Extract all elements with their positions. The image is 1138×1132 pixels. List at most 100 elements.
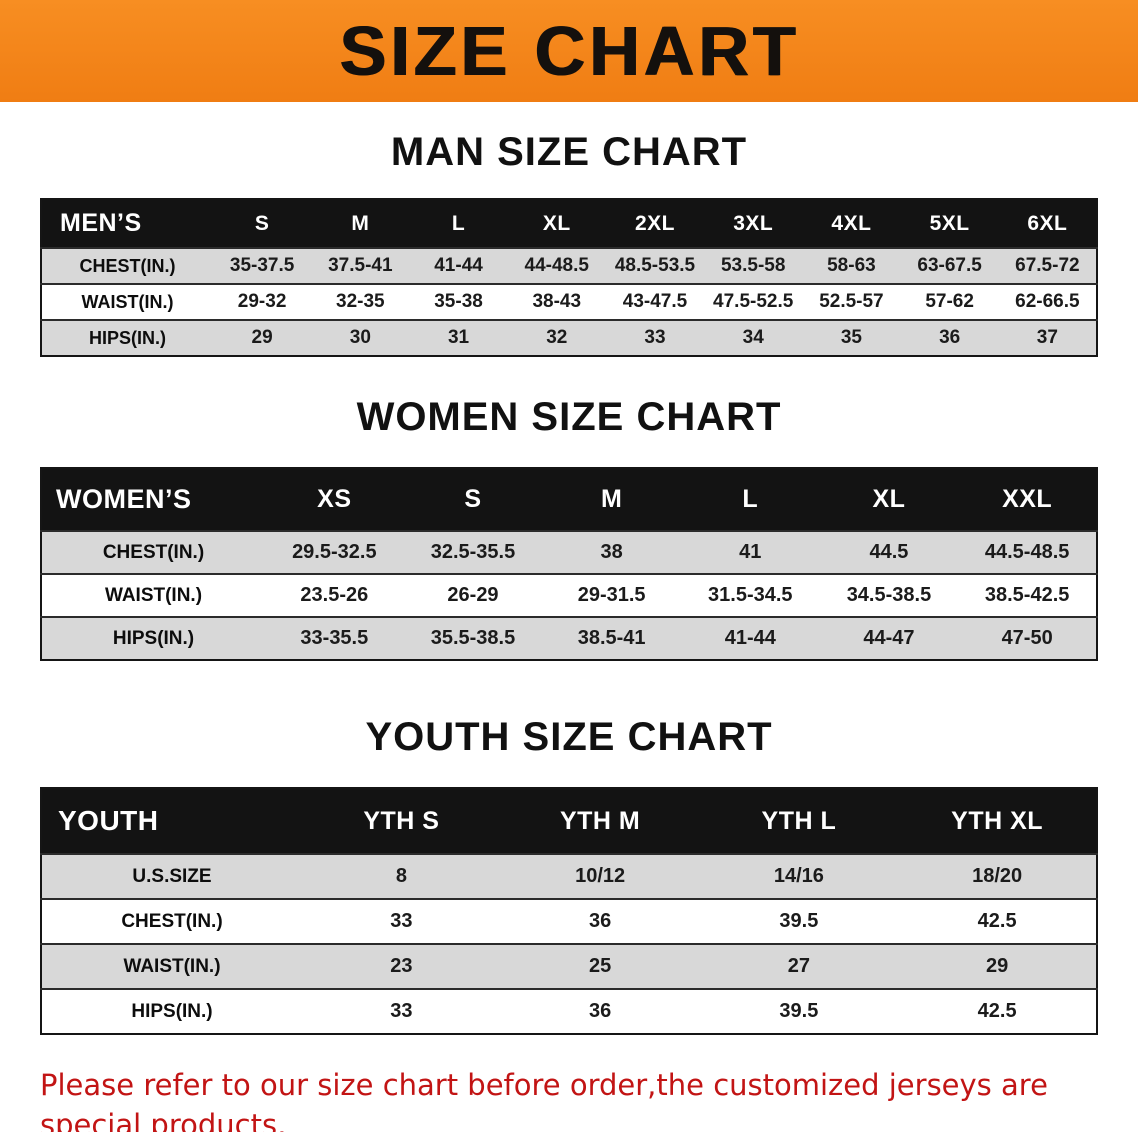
size-value-cell: 41-44 [724,627,776,649]
table-corner-label: WOMEN’S [41,468,265,531]
table-header-row: MEN’S S M L XL 2XL 3XL 4XL 5XL 6XL [41,199,1097,248]
size-column-header: YTH M [500,788,700,854]
size-column-header: YTH L [699,788,899,854]
row-label: CHEST(IN.) [121,910,223,932]
size-value-cell: 8 [395,865,407,887]
size-column-header: YTH XL [898,788,1097,854]
size-value-cell: 38-43 [532,291,582,312]
youth-size-table: YOUTH YTH S YTH M YTH L YTH XL U.S.SIZE 8 10/12… [40,787,1098,1035]
size-table: WOMEN’S XS S M L XL XXL CHEST(IN.) 29.5-32.5 32.5… [40,467,1098,661]
table-corner-label: YOUTH [41,788,302,854]
size-value-cell: 41 [739,541,762,563]
row-label: HIPS(IN.) [88,327,166,348]
table-row: WAIST(IN.) 23 25 27 29 [41,944,1097,989]
size-column-header: YTH S [302,788,501,854]
size-value-cell: 63-67.5 [917,255,982,276]
table-row: WAIST(IN.) 29-32 32-35 35-38 38-43 43-47.5 47.… [41,284,1097,320]
size-column-header: L [680,468,820,531]
size-value-cell: 37 [1036,327,1058,348]
size-table: MEN’S S M L XL 2XL 3XL 4XL 5XL 6XL CHEST(IN.) 35-37… [40,198,1098,357]
size-value-cell: 33 [644,327,666,348]
size-value-cell: 57-62 [925,291,974,312]
size-value-cell: 44-48.5 [524,255,589,276]
size-column-header: XL [819,468,959,531]
size-column-header: XXL [958,468,1097,531]
size-value-cell: 33-35.5 [300,627,369,649]
size-table: YOUTH YTH S YTH M YTH L YTH XL U.S.SIZE 8 10/12… [40,787,1098,1035]
size-value-cell: 38.5-41 [577,627,646,649]
size-column-header: M [542,468,681,531]
size-column-header: 6XL [998,199,1097,248]
table-row: WAIST(IN.) 23.5-26 26-29 29-31.5 31.5-34.5 34… [41,574,1097,617]
disclaimer-line-1: Please refer to our size chart before or… [40,1068,1048,1132]
size-column-header: S [213,199,312,248]
size-value-cell: 32-35 [336,291,385,312]
youth-section-heading: YOUTH SIZE CHART [365,715,773,759]
women-section-heading: WOMEN SIZE CHART [356,395,782,439]
table-row: HIPS(IN.) 33-35.5 35.5-38.5 38.5-41 41-44 44-… [41,617,1097,660]
size-value-cell: 39.5 [779,1000,819,1022]
size-value-cell: 62-66.5 [1015,291,1080,312]
row-label: WAIST(IN.) [123,955,221,977]
size-value-cell: 35 [840,327,862,348]
size-value-cell: 29-31.5 [577,584,646,606]
row-label: CHEST(IN.) [79,255,176,276]
disclaimer-note: Please refer to our size chart before or… [40,1065,1100,1132]
size-value-cell: 67.5-72 [1015,255,1080,276]
size-value-cell: 32.5-35.5 [430,541,516,563]
men-size-section: MAN SIZE CHART MEN’S S M L XL 2XL 3XL 4XL 5XL 6XL… [0,130,1138,357]
size-value-cell: 44-47 [863,627,915,649]
size-value-cell: 42.5 [977,1000,1017,1022]
table-row: CHEST(IN.) 33 36 39.5 42.5 [41,899,1097,944]
size-value-cell: 38 [600,541,623,563]
size-value-cell: 42.5 [977,910,1017,932]
size-column-header: 2XL [605,199,705,248]
size-value-cell: 41-44 [434,255,483,276]
size-value-cell: 29.5-32.5 [292,541,377,563]
size-value-cell: 44.5 [869,541,909,563]
size-column-header: S [403,468,543,531]
size-value-cell: 10/12 [575,865,626,887]
size-column-header: M [311,199,410,248]
size-value-cell: 47.5-52.5 [713,291,794,312]
size-value-cell: 31 [447,327,470,348]
size-value-cell: 33 [390,910,413,932]
size-value-cell: 29-32 [237,291,287,312]
table-row: HIPS(IN.) 33 36 39.5 42.5 [41,989,1097,1034]
size-value-cell: 30 [349,327,371,348]
row-label: HIPS(IN.) [112,627,195,649]
size-value-cell: 34 [742,327,764,348]
table-row: CHEST(IN.) 29.5-32.5 32.5-35.5 38 41 44.5 44.5… [41,531,1097,574]
row-label: U.S.SIZE [132,865,212,887]
size-value-cell: 27 [787,955,810,977]
size-value-cell: 43-47.5 [622,291,688,312]
page-title: SIZE CHART [339,12,799,90]
table-corner-label: MEN’S [41,199,213,248]
size-value-cell: 35-38 [434,291,483,312]
size-value-cell: 36 [589,1000,612,1022]
size-value-cell: 23.5-26 [300,584,369,606]
table-row: CHEST(IN.) 35-37.5 37.5-41 41-44 44-48.5 48.5… [41,248,1097,284]
size-column-header: 5XL [900,199,999,248]
size-value-cell: 35-37.5 [229,255,295,276]
row-label: HIPS(IN.) [131,1000,213,1022]
table-header-row: YOUTH YTH S YTH M YTH L YTH XL [41,788,1097,854]
size-value-cell: 31.5-34.5 [708,584,793,606]
size-value-cell: 44.5-48.5 [984,541,1070,563]
size-column-header: 3XL [704,199,803,248]
size-value-cell: 32 [546,327,568,348]
size-value-cell: 29 [986,955,1009,977]
size-column-header: L [409,199,508,248]
size-value-cell: 47-50 [1001,627,1053,649]
size-value-cell: 29 [251,327,273,348]
size-value-cell: 58-63 [827,255,876,276]
size-value-cell: 33 [390,1000,413,1022]
size-value-cell: 25 [589,955,612,977]
size-column-header: 4XL [802,199,901,248]
banner: SIZE CHART [0,0,1138,102]
table-row: HIPS(IN.) 29 30 31 32 33 34 35 36 37 [41,320,1097,356]
size-value-cell: 26-29 [447,584,499,606]
size-column-header: XL [507,199,606,248]
women-size-section: WOMEN SIZE CHART WOMEN’S XS S M L XL XXL CHEST(… [0,395,1138,661]
